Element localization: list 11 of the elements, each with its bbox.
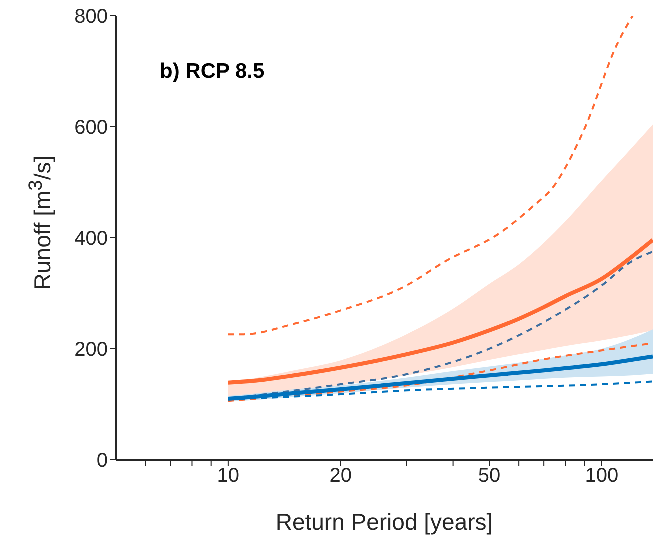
x-tick-label: 50 xyxy=(478,465,501,488)
y-tick-label: 600 xyxy=(74,117,108,140)
x-tick-label: 10 xyxy=(217,465,240,488)
y-tick-label: 400 xyxy=(74,228,108,250)
x-tick-label: 20 xyxy=(330,465,352,488)
x-tick-label: 100 xyxy=(585,465,619,488)
y-tick-label: 200 xyxy=(74,339,108,362)
x-axis-title: Return Period [years] xyxy=(276,509,494,535)
y-tick-label: 800 xyxy=(74,6,108,28)
annotation: b) RCP 8.5 xyxy=(160,60,265,84)
y-tick-label: 0 xyxy=(96,450,108,472)
